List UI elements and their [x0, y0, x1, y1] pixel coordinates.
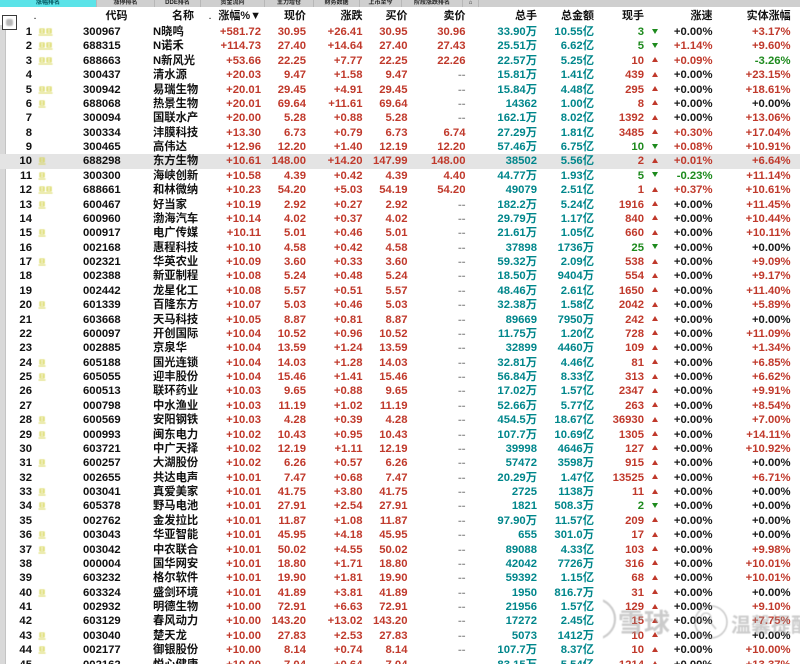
svg-text:温馨提醒: 温馨提醒 — [731, 609, 800, 638]
svg-text:雪球: 雪球 — [618, 603, 670, 640]
